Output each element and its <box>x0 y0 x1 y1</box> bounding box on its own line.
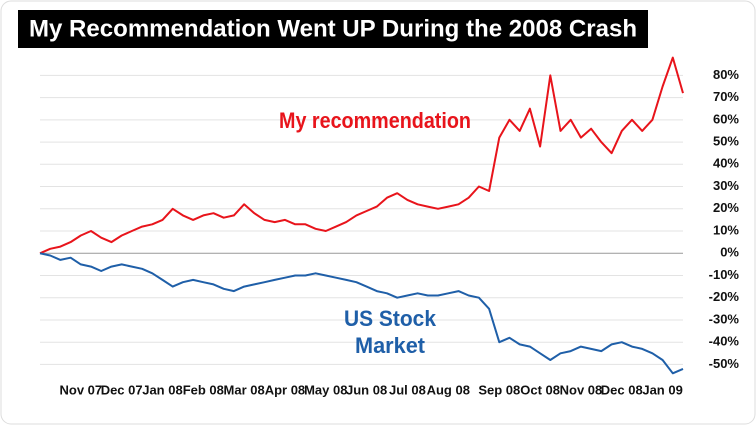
x-tick-label: Jan 08 <box>142 382 182 397</box>
title-box <box>18 10 648 48</box>
chart-title: My Recommendation Went UP During the 200… <box>29 15 637 42</box>
y-tick-label: -50% <box>709 356 740 371</box>
x-tick-label: Sep 08 <box>478 382 520 397</box>
x-tick-label: Dec 08 <box>601 382 643 397</box>
line <box>39 56 684 255</box>
annotation: My recommendation <box>279 108 471 133</box>
y-tick-label: 50% <box>713 134 739 149</box>
x-tick-label: Dec 07 <box>101 382 143 397</box>
plot: -50% -40% -30% -20% -10% 0% 10% 20% 30% 40% 50% 60%… <box>39 56 740 397</box>
y-tick-label: -20% <box>709 289 740 304</box>
y-tick-label: -10% <box>709 267 740 282</box>
x-tick-label: Apr 08 <box>265 382 305 397</box>
y-tick-label: 40% <box>713 156 739 171</box>
x-tick-label: Jun 08 <box>346 382 387 397</box>
y-tick-label: 20% <box>713 200 739 215</box>
x-tick-label: Jul 08 <box>389 382 426 397</box>
y-tick-label: 60% <box>713 111 739 126</box>
x-tick-label: Feb 08 <box>183 382 224 397</box>
y-tick-label: -40% <box>709 334 740 349</box>
y-tick-label: 10% <box>713 222 739 237</box>
y-tick-label: 70% <box>713 89 739 104</box>
y-tick-label: 80% <box>713 67 739 82</box>
x-tick-label: Nov 07 <box>60 382 103 397</box>
y-tick-label: -30% <box>709 311 740 326</box>
y-tick-label: 30% <box>713 178 739 193</box>
x-tick-label: Nov 08 <box>560 382 603 397</box>
y-tick-label: 0% <box>720 245 739 260</box>
x-tick-label: May 08 <box>304 382 347 397</box>
x-tick-label: Aug 08 <box>427 382 470 397</box>
x-tick-label: Oct 08 <box>520 382 560 397</box>
annotation: Market <box>355 333 426 358</box>
x-tick-label: Mar 08 <box>224 382 265 397</box>
line <box>39 252 684 375</box>
x-tick-label: Jan 09 <box>642 382 682 397</box>
annotation: US Stock <box>344 306 437 331</box>
